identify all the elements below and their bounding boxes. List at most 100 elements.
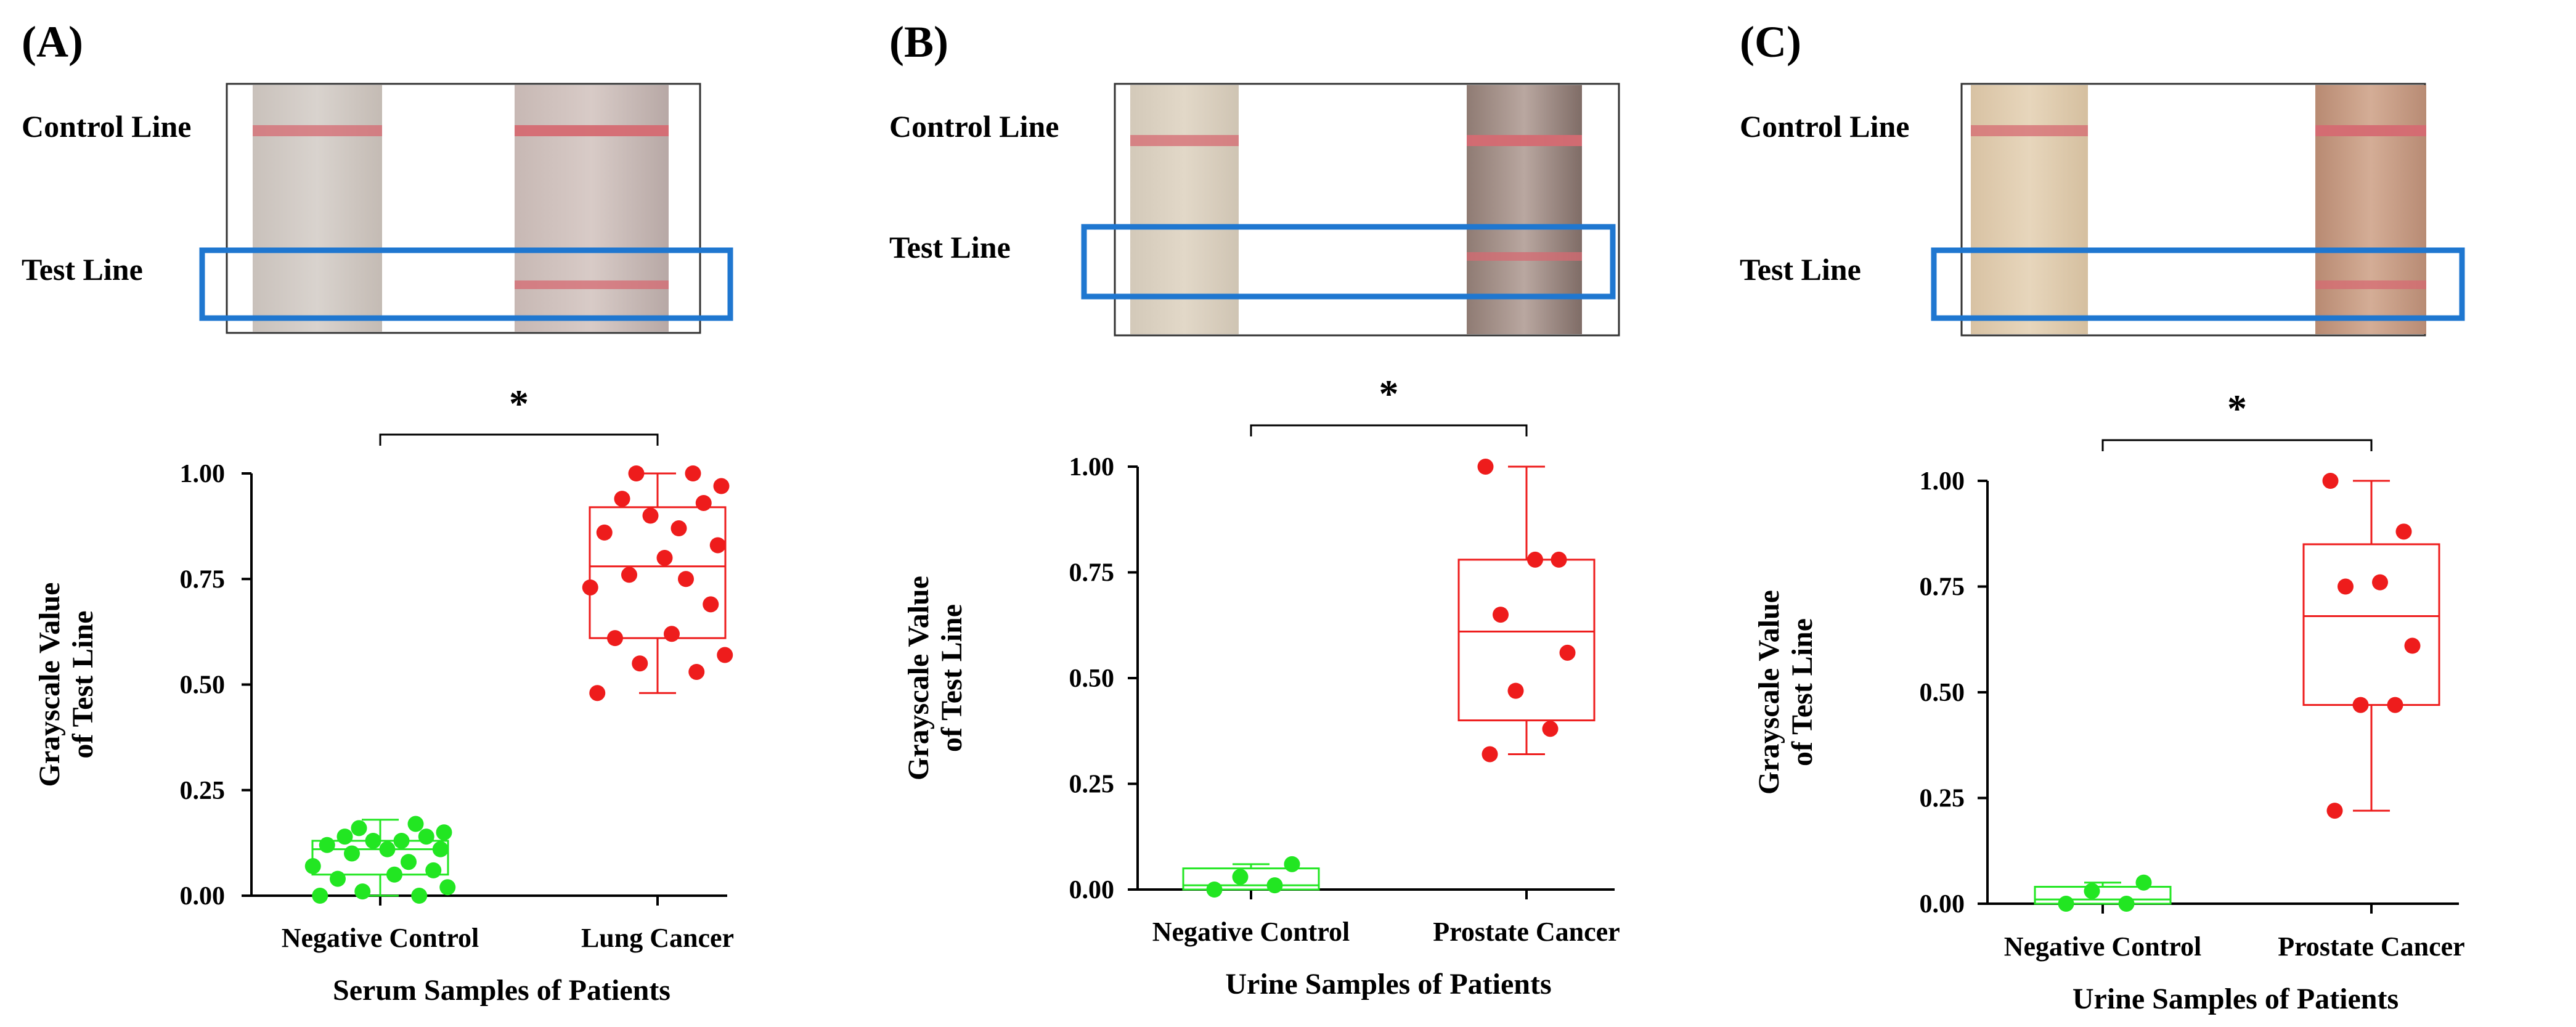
x-tick-label: Negative Control: [1152, 917, 1350, 947]
negative-strip-image: [1971, 85, 2088, 334]
x-tick-label: Negative Control: [2004, 931, 2202, 962]
data-point: [407, 816, 424, 832]
y-axis-title: Grayscale Valueof Test Line: [1753, 590, 1819, 795]
data-point: [425, 862, 442, 878]
panel-letter: (C): [1740, 17, 1801, 67]
data-point: [2118, 896, 2135, 912]
y-tick-label: 0.75: [1069, 559, 1115, 587]
data-point: [628, 465, 645, 481]
box: [1182, 867, 1320, 891]
significance-bracket: [2101, 439, 2373, 451]
data-point: [1477, 459, 1494, 475]
data-point: [614, 491, 630, 507]
negative-strip-image: [1130, 85, 1239, 334]
data-point: [1527, 551, 1543, 568]
data-point: [1493, 607, 1509, 623]
control-band: [1130, 135, 1239, 146]
data-point: [1232, 869, 1249, 885]
positive-strip-image: [2315, 85, 2426, 334]
negative-strip-image: [253, 85, 382, 332]
data-point: [439, 879, 456, 896]
data-point: [685, 465, 701, 481]
test-band: [515, 280, 669, 289]
series-cancer: [1457, 459, 1596, 763]
control-band: [1467, 135, 1582, 146]
data-point: [664, 626, 680, 642]
control-band: [515, 125, 669, 136]
test-line-highlight-box: [199, 247, 733, 321]
y-tick-label: 0.75: [180, 565, 226, 594]
test-line-label: Test Line: [22, 252, 143, 287]
data-point: [1206, 882, 1223, 898]
data-point: [432, 841, 449, 857]
data-point: [632, 655, 648, 672]
test-line-label: Test Line: [889, 230, 1011, 264]
data-point: [330, 870, 346, 887]
x-axis-title: Urine Samples of Patients: [1225, 968, 1551, 1000]
series-cancer: [582, 465, 733, 702]
y-tick-label: 1.00: [1920, 467, 1965, 496]
y-tick-label: 1.00: [180, 460, 226, 488]
data-point: [2084, 883, 2100, 899]
data-point: [1542, 721, 1559, 737]
control-line-label: Control Line: [1740, 109, 1910, 144]
y-tick-label: 0.00: [180, 882, 226, 910]
data-point: [2352, 697, 2369, 713]
panel-2: (B) Control Line Test Line 0.00 0.25 0.50 0.75…: [889, 17, 1620, 1000]
box: [2034, 886, 2172, 905]
data-point: [2326, 803, 2343, 819]
data-point: [1482, 746, 1498, 763]
significance-bracket: [379, 433, 659, 446]
data-point: [351, 820, 367, 837]
data-point: [2322, 473, 2339, 489]
data-point: [695, 494, 712, 511]
y-tick-label: 0.25: [1069, 771, 1115, 799]
panel-1: (A) Control Line Test Line 0.00 0.25 0.50 0.75…: [22, 17, 734, 1007]
series-cancer: [2302, 473, 2440, 819]
data-point: [2058, 896, 2074, 912]
data-point: [656, 550, 673, 566]
y-tick-label: 0.00: [1069, 876, 1115, 904]
control-line-label: Control Line: [22, 109, 192, 144]
significance-star: *: [1379, 372, 1399, 415]
series-negative-control: [2034, 874, 2172, 912]
data-point: [436, 824, 452, 841]
data-point: [319, 837, 335, 853]
data-point: [596, 524, 613, 541]
test-line-label: Test Line: [1740, 252, 1861, 287]
data-point: [418, 829, 434, 845]
y-tick-label: 0.50: [1069, 665, 1115, 693]
data-point: [2338, 578, 2354, 595]
test-line-highlight-box: [1931, 247, 2465, 321]
data-point: [642, 507, 659, 524]
control-band: [1971, 125, 2088, 136]
x-tick-label: Lung Cancer: [581, 923, 734, 953]
y-axis-title: Grayscale Valueof Test Line: [902, 576, 968, 780]
x-tick-label: Negative Control: [282, 923, 479, 953]
x-axis-title: Urine Samples of Patients: [2073, 983, 2399, 1015]
x-tick-label: Prostate Cancer: [1433, 917, 1620, 947]
y-tick-label: 0.75: [1920, 573, 1965, 602]
test-band: [1467, 252, 1582, 261]
panel-letter: (B): [889, 17, 948, 67]
test-band: [2315, 280, 2426, 289]
positive-strip-image: [515, 85, 669, 332]
data-point: [2404, 637, 2421, 654]
significance-bracket: [1250, 424, 1528, 436]
y-tick-label: 0.25: [1920, 785, 1965, 813]
series-negative-control: [304, 816, 456, 904]
data-point: [688, 663, 705, 680]
series-negative-control: [1182, 856, 1320, 898]
data-point: [1559, 644, 1576, 661]
data-point: [354, 883, 371, 900]
y-tick-label: 0.50: [180, 671, 226, 700]
control-band: [2315, 125, 2426, 136]
data-point: [607, 630, 623, 647]
data-point: [717, 647, 733, 663]
panel-letter: (A): [22, 17, 83, 67]
box: [589, 506, 727, 639]
data-point: [589, 685, 606, 702]
data-point: [2387, 697, 2403, 713]
